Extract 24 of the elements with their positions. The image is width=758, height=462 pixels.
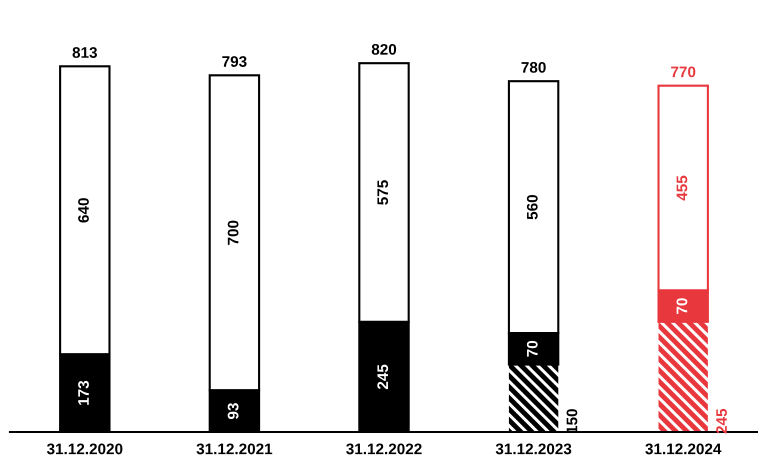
x-tick-label: 31.12.2024 bbox=[645, 444, 722, 454]
total-label: 813 bbox=[72, 47, 97, 58]
data-label: 700 bbox=[228, 220, 238, 245]
total-label: 770 bbox=[671, 66, 696, 78]
data-label: 560 bbox=[526, 194, 538, 220]
data-label: 575 bbox=[377, 180, 388, 205]
data-label: 640 bbox=[78, 198, 89, 222]
bar bbox=[508, 364, 558, 432]
total-label: 820 bbox=[372, 44, 396, 55]
x-tick-label: 31.12.2022 bbox=[346, 444, 422, 454]
x-tick-label: 31.12.2021 bbox=[196, 444, 272, 454]
data-label: 455 bbox=[676, 176, 688, 201]
total-label: 793 bbox=[222, 56, 247, 67]
x-tick-label: 31.12.2020 bbox=[46, 444, 122, 454]
x-tick-label: 31.12.2023 bbox=[496, 444, 572, 454]
total-label: 780 bbox=[522, 62, 546, 73]
data-label: 70 bbox=[676, 298, 688, 314]
bar bbox=[658, 322, 708, 432]
data-label: 245 bbox=[716, 408, 727, 434]
data-label: 173 bbox=[78, 380, 89, 405]
data-label: 150 bbox=[566, 409, 578, 433]
data-label: 70 bbox=[526, 340, 538, 357]
data-label: 93 bbox=[228, 403, 239, 420]
data-label: 245 bbox=[377, 364, 388, 390]
